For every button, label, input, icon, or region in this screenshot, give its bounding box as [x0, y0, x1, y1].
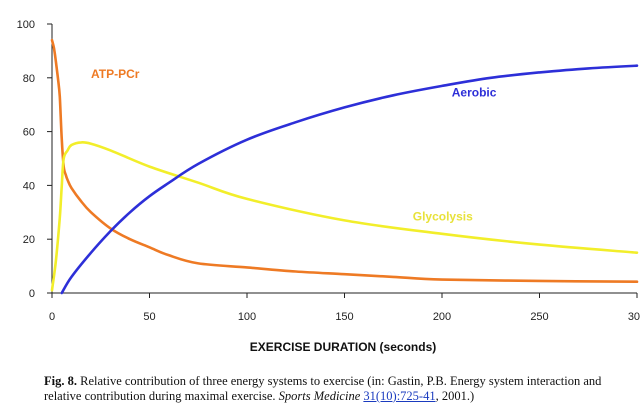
- caption-end: , 2001.): [435, 389, 475, 403]
- y-tick-label: 40: [23, 180, 35, 192]
- figure-caption: Fig. 8. Relative contribution of three e…: [44, 374, 636, 404]
- series-line-glycolysis: [50, 140, 639, 292]
- series-label-atp-pcr: ATP-PCr: [91, 67, 140, 81]
- caption-text: Relative contribution of three energy sy…: [44, 374, 602, 403]
- chart-axes: 0 20 40 60 80 100 0 50 100 150 200 250 300: [17, 19, 640, 323]
- y-tick-label: 80: [23, 73, 35, 85]
- citation-link[interactable]: 31(10):725-41: [363, 389, 436, 403]
- x-tick-label: 50: [143, 311, 155, 323]
- x-tick-label: 200: [433, 311, 451, 323]
- journal-name: Sports Medicine: [278, 389, 361, 403]
- x-tick-label: 250: [530, 311, 548, 323]
- y-tick-label: 20: [23, 234, 35, 246]
- energy-systems-chart: 0 20 40 60 80 100 0 50 100 150 200 250 300 ATP-PCr Ae…: [17, 19, 640, 354]
- series-line-aerobic: [60, 64, 639, 295]
- x-axis-title: EXERCISE DURATION (seconds): [250, 340, 436, 354]
- x-tick-label: 150: [335, 311, 353, 323]
- x-tick-label: 100: [238, 311, 256, 323]
- series-label-aerobic: Aerobic: [452, 86, 497, 100]
- figure-number: Fig. 8.: [44, 374, 77, 388]
- series-layer: [50, 38, 639, 295]
- y-tick-label: 0: [29, 288, 35, 300]
- y-tick-label: 100: [17, 19, 35, 31]
- series-labels: ATP-PCr Aerobic Glycolysis: [91, 67, 497, 224]
- x-tick-label: 0: [49, 311, 55, 323]
- y-tick-label: 60: [23, 127, 35, 139]
- x-tick-label: 300: [628, 311, 640, 323]
- series-line-atp-pcr: [50, 38, 639, 283]
- series-label-glycolysis: Glycolysis: [413, 209, 473, 223]
